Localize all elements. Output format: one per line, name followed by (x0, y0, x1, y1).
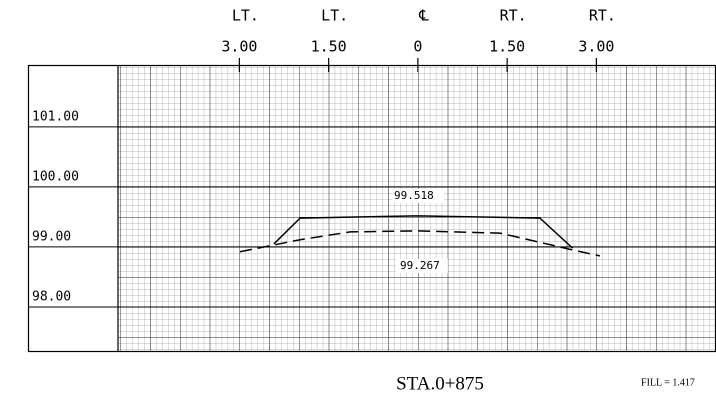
x-side-label: LT. (321, 7, 348, 25)
major-grid (118, 65, 716, 352)
existing-ground-line (239, 230, 601, 257)
x-tick-label: 1.50 (311, 38, 347, 56)
x-tick-label: 3.00 (221, 38, 257, 56)
x-tick-label: 1.50 (489, 38, 525, 56)
fill-label: FILL = 1.417 (641, 377, 695, 388)
annotation-bg (391, 189, 444, 203)
y-tick-label: 101.00 (32, 109, 79, 124)
y-tick-label: 98.00 (32, 289, 71, 304)
y-tick-label: 99.00 (32, 229, 71, 244)
x-side-label: RT. (589, 7, 616, 25)
station-title: STA.0+875 (396, 373, 484, 394)
y-tick-label: 100.00 (32, 169, 79, 184)
x-tick-label: 3.00 (578, 38, 614, 56)
design-section-line (273, 215, 574, 249)
annotation: 99.518 (394, 189, 434, 202)
x-tick-label: 0 (413, 38, 422, 56)
x-side-label: ℄ (418, 7, 429, 25)
x-side-label: LT. (232, 7, 259, 25)
annotation-bg (395, 259, 448, 273)
x-side-label: RT. (500, 7, 527, 25)
annotation: 99.267 (400, 259, 440, 272)
